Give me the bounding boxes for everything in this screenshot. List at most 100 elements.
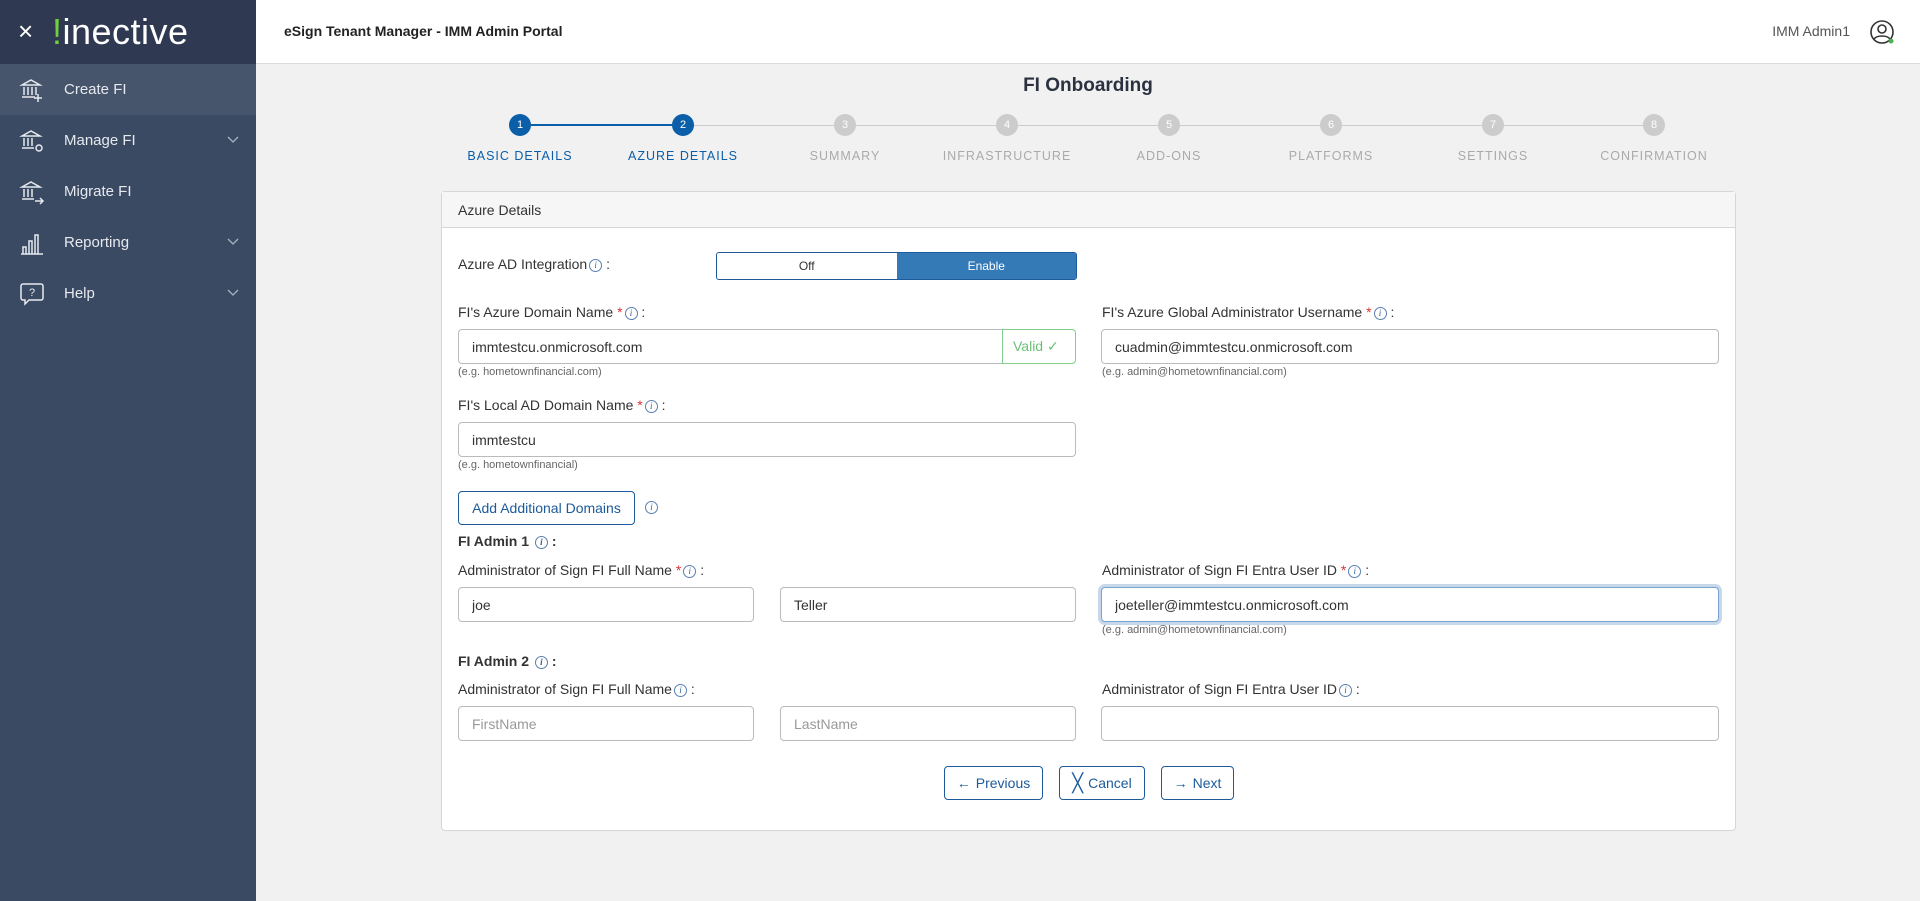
step-circle[interactable]: 8 — [1643, 114, 1665, 136]
top-bar: eSign Tenant Manager - IMM Admin Portal … — [256, 0, 1920, 64]
step-label[interactable]: SETTINGS — [1457, 149, 1529, 163]
kinective-logo: ǃinective — [52, 11, 189, 52]
azure-ad-toggle[interactable]: Off Enable — [716, 252, 1077, 280]
bank-gear-icon — [0, 128, 64, 154]
step-label[interactable]: SUMMARY — [809, 149, 881, 163]
label-text: Administrator of Sign FI Entra User ID — [1102, 681, 1337, 697]
info-icon[interactable]: i — [1348, 565, 1362, 578]
sidebar-item-manage-fi[interactable]: Manage FI — [0, 115, 256, 166]
admin1-last-name-input[interactable] — [780, 587, 1076, 622]
arrow-right-icon: → — [1173, 775, 1188, 791]
check-icon: ✓ — [1046, 338, 1059, 354]
azure-ad-label: Azure AD Integration i : — [458, 256, 610, 272]
global-admin-label: FI's Azure Global Administrator Username… — [1102, 304, 1395, 320]
step-label[interactable]: AZURE DETAILS — [627, 149, 738, 163]
sidebar: × ǃinective Create FI Manage FI Migrate … — [0, 0, 256, 901]
step-label[interactable]: INFRASTRUCTURE — [942, 149, 1072, 163]
user-avatar-icon[interactable] — [1868, 18, 1896, 46]
button-label: Previous — [975, 775, 1031, 791]
info-icon[interactable]: i — [534, 656, 548, 669]
admin2-first-name-input[interactable] — [458, 706, 754, 741]
info-icon[interactable]: i — [534, 536, 548, 549]
local-domain-label: FI's Local AD Domain Name * i : — [458, 397, 666, 413]
svg-text:?: ? — [29, 287, 35, 299]
label-text: FI's Azure Domain Name — [458, 304, 614, 320]
bank-plus-icon — [0, 77, 64, 103]
info-icon[interactable]: i — [645, 501, 658, 514]
admin1-id-label: Administrator of Sign FI Entra User ID *… — [1102, 562, 1370, 578]
close-icon: ╳ — [1072, 772, 1084, 793]
admin2-id-label: Administrator of Sign FI Entra User ID i … — [1102, 681, 1360, 697]
arrow-left-icon: ← — [956, 775, 971, 791]
label-text: Azure AD Integration — [458, 256, 588, 272]
local-domain-hint: (e.g. hometownfinancial) — [458, 459, 578, 471]
cancel-button[interactable]: ╳ Cancel — [1059, 766, 1145, 800]
step-circle[interactable]: 5 — [1158, 114, 1180, 136]
azure-domain-input[interactable] — [458, 329, 1008, 364]
label-text: Administrator of Sign FI Full Name — [458, 562, 672, 578]
step-label[interactable]: ADD-ONS — [1136, 149, 1202, 163]
chevron-down-icon — [227, 289, 239, 296]
sidebar-item-migrate-fi[interactable]: Migrate FI — [0, 166, 256, 217]
admin2-last-name-input[interactable] — [780, 706, 1076, 741]
help-bubble-icon: ? — [0, 281, 64, 307]
global-admin-input[interactable] — [1101, 329, 1719, 364]
toggle-enable[interactable]: Enable — [896, 253, 1076, 279]
label-text: FI's Local AD Domain Name — [458, 397, 634, 413]
next-button[interactable]: → Next — [1161, 766, 1234, 800]
info-icon[interactable]: i — [589, 259, 603, 272]
info-icon[interactable]: i — [1373, 307, 1387, 320]
logo-band: × ǃinective — [0, 0, 256, 64]
admin1-first-name-input[interactable] — [458, 587, 754, 622]
info-icon[interactable]: i — [673, 684, 687, 697]
fi-admin-2-title: FI Admin 2 i : — [458, 653, 557, 669]
admin1-user-id-input[interactable] — [1101, 587, 1719, 622]
step-circle[interactable]: 3 — [834, 114, 856, 136]
button-label: Cancel — [1088, 775, 1132, 791]
card-title: Azure Details — [442, 192, 1735, 228]
label-text: FI's Azure Global Administrator Username — [1102, 304, 1363, 320]
info-icon[interactable]: i — [683, 565, 697, 578]
fi-admin-1-title: FI Admin 1 i : — [458, 533, 557, 549]
admin1-name-label: Administrator of Sign FI Full Name * i : — [458, 562, 705, 578]
admin2-name-label: Administrator of Sign FI Full Name i : — [458, 681, 695, 697]
sidebar-item-create-fi[interactable]: Create FI — [0, 64, 256, 115]
bar-chart-icon — [0, 230, 64, 256]
label-text: Administrator of Sign FI Entra User ID — [1102, 562, 1337, 578]
step-circle[interactable]: 6 — [1320, 114, 1342, 136]
azure-details-card: Azure Details Azure AD Integration i : Of… — [441, 191, 1736, 831]
add-additional-domains-button[interactable]: Add Additional Domains — [458, 491, 635, 525]
admin2-user-id-input[interactable] — [1101, 706, 1719, 741]
valid-badge: Valid ✓ — [1002, 329, 1076, 364]
step-circle[interactable]: 7 — [1482, 114, 1504, 136]
admin1-id-hint: (e.g. admin@hometownfinancial.com) — [1102, 624, 1287, 636]
info-icon[interactable]: i — [624, 307, 638, 320]
valid-text: Valid — [1013, 338, 1044, 354]
step-label[interactable]: PLATFORMS — [1288, 149, 1374, 163]
step-circle[interactable]: 2 — [672, 114, 694, 136]
step-label[interactable]: CONFIRMATION — [1600, 149, 1708, 163]
azure-domain-label: FI's Azure Domain Name * i : — [458, 304, 646, 320]
close-menu-icon[interactable]: × — [18, 16, 34, 46]
user-name[interactable]: IMM Admin1 — [1772, 23, 1850, 39]
step-connector — [1018, 125, 1158, 126]
toggle-off[interactable]: Off — [798, 259, 815, 273]
app-title: eSign Tenant Manager - IMM Admin Portal — [284, 23, 563, 39]
sidebar-item-help[interactable]: ? Help — [0, 268, 256, 319]
bank-arrow-icon — [0, 179, 64, 205]
step-connector — [856, 125, 996, 126]
sidebar-item-label: Manage FI — [64, 132, 136, 149]
step-label[interactable]: BASIC DETAILS — [467, 149, 573, 163]
step-circle[interactable]: 1 — [509, 114, 531, 136]
step-connector — [1342, 125, 1482, 126]
sidebar-item-label: Migrate FI — [64, 183, 132, 200]
chevron-down-icon — [227, 136, 239, 143]
step-circle[interactable]: 4 — [996, 114, 1018, 136]
info-icon[interactable]: i — [1338, 684, 1352, 697]
sidebar-item-label: Create FI — [64, 81, 127, 98]
previous-button[interactable]: ← Previous — [944, 766, 1043, 800]
local-domain-input[interactable] — [458, 422, 1076, 457]
info-icon[interactable]: i — [644, 400, 658, 413]
global-admin-hint: (e.g. admin@hometownfinancial.com) — [1102, 366, 1287, 378]
sidebar-item-reporting[interactable]: Reporting — [0, 217, 256, 268]
